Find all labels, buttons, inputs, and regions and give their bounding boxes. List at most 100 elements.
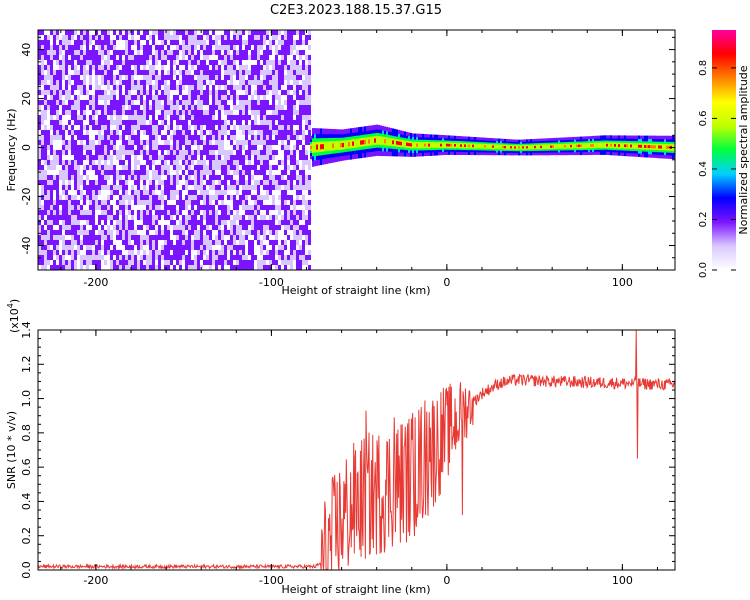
heat-cell <box>305 80 308 85</box>
heat-cell <box>188 150 191 155</box>
heat-cell <box>188 35 191 40</box>
heat-cell <box>272 255 275 260</box>
heat-cell <box>302 260 305 265</box>
heat-cell <box>158 75 161 80</box>
heat-cell <box>293 90 296 95</box>
heat-cell <box>200 225 203 230</box>
heat-cell <box>215 65 218 70</box>
heat-cell <box>176 45 179 50</box>
heat-cell <box>589 144 592 147</box>
heat-cell <box>251 145 254 150</box>
heat-cell <box>68 75 71 80</box>
heat-cell <box>107 205 110 210</box>
heat-cell <box>239 260 242 265</box>
heat-cell <box>152 40 155 45</box>
heat-cell <box>59 225 62 230</box>
heat-cell <box>221 55 224 60</box>
heat-cell <box>50 255 53 260</box>
heat-cell <box>146 125 149 130</box>
heat-cell <box>281 135 284 140</box>
heat-cell <box>47 190 50 195</box>
heat-cell <box>41 65 44 70</box>
heat-cell <box>143 55 146 60</box>
heat-cell <box>206 215 209 220</box>
heat-cell <box>236 255 239 260</box>
heat-cell <box>149 130 152 135</box>
heat-cell <box>155 75 158 80</box>
heat-cell <box>71 260 74 265</box>
heat-cell <box>176 210 179 215</box>
heat-cell <box>224 105 227 110</box>
heat-cell <box>158 115 161 120</box>
heat-cell <box>83 30 86 35</box>
heat-cell <box>41 265 44 270</box>
heat-cell <box>155 165 158 170</box>
heat-cell <box>131 70 134 75</box>
heat-cell <box>92 235 95 240</box>
heat-cell <box>83 110 86 115</box>
heat-cell <box>113 80 116 85</box>
heat-cell <box>143 65 146 70</box>
heat-cell <box>74 145 77 150</box>
heat-cell <box>149 185 152 190</box>
heat-cell <box>233 165 236 170</box>
heat-cell <box>212 135 215 140</box>
heat-cell <box>131 250 134 255</box>
heat-cell <box>50 195 53 200</box>
heat-cell <box>565 143 568 149</box>
heat-cell <box>92 195 95 200</box>
heat-cell <box>260 165 263 170</box>
heat-cell <box>158 210 161 215</box>
heat-cell <box>122 105 125 110</box>
heat-cell <box>281 195 284 200</box>
heat-cell <box>257 230 260 235</box>
heat-cell <box>233 30 236 35</box>
heat-cell <box>293 155 296 160</box>
heat-cell <box>137 195 140 200</box>
heat-cell <box>65 210 68 215</box>
heat-cell <box>95 155 98 160</box>
heat-cell <box>68 45 71 50</box>
heat-cell <box>155 60 158 65</box>
heat-cell <box>278 160 281 165</box>
heat-cell <box>308 235 311 240</box>
heat-cell <box>272 250 275 255</box>
heat-cell <box>308 95 311 100</box>
heat-cell <box>71 35 74 40</box>
heat-cell <box>203 95 206 100</box>
heat-cell <box>224 65 227 70</box>
heat-cell <box>233 230 236 235</box>
heat-cell <box>149 240 152 245</box>
heat-cell <box>236 120 239 125</box>
heat-cell <box>50 105 53 110</box>
heat-cell <box>296 80 299 85</box>
heat-cell <box>167 265 170 270</box>
heat-cell <box>269 180 272 185</box>
heat-cell <box>107 235 110 240</box>
heat-cell <box>83 185 86 190</box>
heat-cell <box>68 210 71 215</box>
heat-cell <box>233 55 236 60</box>
heat-cell <box>245 210 248 215</box>
heat-cell <box>461 143 464 149</box>
heat-cell <box>101 35 104 40</box>
heat-cell <box>137 245 140 250</box>
heat-cell <box>278 80 281 85</box>
heat-cell <box>137 240 140 245</box>
heat-cell <box>305 135 308 140</box>
heat-cell <box>188 255 191 260</box>
heat-cell <box>80 85 83 90</box>
heat-cell <box>107 50 110 55</box>
heat-cell <box>53 200 56 205</box>
heat-cell <box>266 220 269 225</box>
heat-cell <box>101 205 104 210</box>
heat-cell <box>137 225 140 230</box>
heat-cell <box>194 190 197 195</box>
heat-cell <box>269 135 272 140</box>
heat-cell <box>101 235 104 240</box>
heat-cell <box>200 195 203 200</box>
heat-cell <box>56 70 59 75</box>
heat-cell <box>266 45 269 50</box>
heat-cell <box>281 115 284 120</box>
heat-cell <box>110 100 113 105</box>
